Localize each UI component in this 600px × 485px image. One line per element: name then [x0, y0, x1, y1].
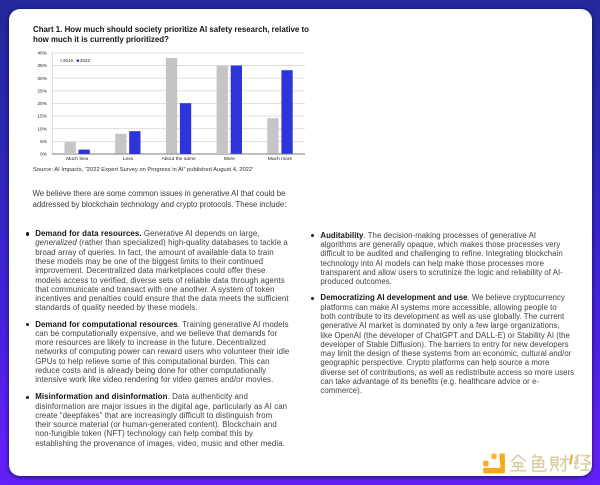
svg-text:20%: 20% — [37, 101, 47, 107]
svg-text:2022: 2022 — [80, 58, 91, 63]
svg-text:0%: 0% — [40, 152, 48, 158]
svg-text:2016: 2016 — [63, 58, 74, 63]
svg-text:15%: 15% — [37, 114, 47, 120]
svg-text:More: More — [224, 156, 235, 162]
svg-text:Much less: Much less — [66, 156, 89, 162]
svg-text:Less: Less — [123, 156, 134, 162]
svg-text:35%: 35% — [37, 63, 47, 69]
svg-text:About the same: About the same — [161, 156, 196, 162]
svg-text:Much more: Much more — [268, 156, 293, 162]
svg-text:5%: 5% — [40, 139, 48, 145]
svg-text:30%: 30% — [37, 76, 47, 82]
svg-text:25%: 25% — [37, 89, 47, 95]
svg-text:40%: 40% — [37, 51, 47, 57]
svg-text:10%: 10% — [37, 126, 47, 132]
